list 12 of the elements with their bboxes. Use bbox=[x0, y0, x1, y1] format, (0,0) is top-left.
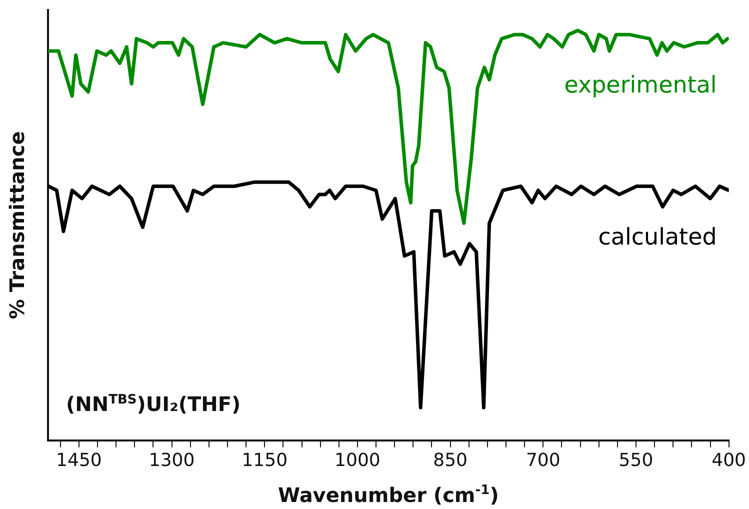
x-tick-label: 400 bbox=[712, 450, 746, 471]
y-axis-title: % Transmittance bbox=[5, 131, 29, 320]
x-tick-label: 1450 bbox=[56, 450, 102, 471]
x-tick-label: 550 bbox=[618, 450, 654, 471]
series-label: calculated bbox=[598, 224, 717, 250]
x-tick-label: 700 bbox=[526, 450, 560, 471]
annotation: (NN$^{TBS}$)UI₂(THF) bbox=[66, 392, 241, 416]
series-label: experimental bbox=[564, 72, 717, 99]
x-tick-label: 1150 bbox=[242, 450, 288, 471]
x-tick-label: 1300 bbox=[148, 450, 195, 471]
x-tick-label: 1000 bbox=[334, 450, 380, 471]
x-tick-label: 850 bbox=[433, 450, 468, 471]
